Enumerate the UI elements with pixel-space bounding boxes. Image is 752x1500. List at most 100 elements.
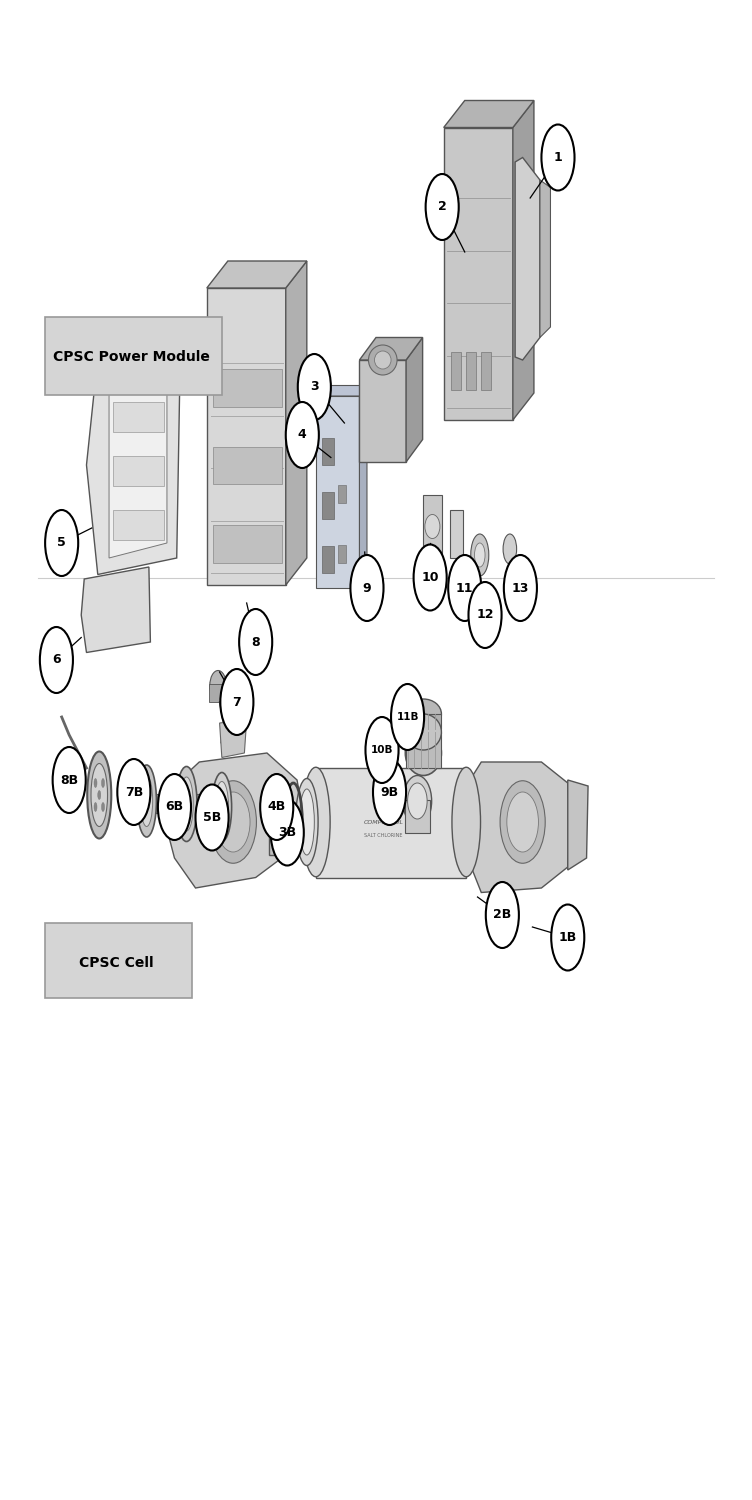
Circle shape — [414, 544, 447, 610]
Bar — [406, 714, 441, 729]
Circle shape — [541, 124, 575, 190]
Circle shape — [117, 759, 150, 825]
Ellipse shape — [503, 534, 517, 564]
Ellipse shape — [210, 780, 256, 864]
Bar — [113, 456, 164, 486]
Text: 2: 2 — [438, 201, 447, 213]
Text: 11: 11 — [456, 582, 474, 594]
Bar — [322, 438, 334, 465]
Ellipse shape — [102, 778, 105, 788]
Circle shape — [260, 774, 293, 840]
Bar — [338, 544, 346, 562]
Polygon shape — [86, 342, 180, 574]
Text: 6: 6 — [52, 654, 61, 666]
Bar — [150, 794, 217, 813]
Circle shape — [426, 174, 459, 240]
Bar — [113, 402, 164, 432]
Ellipse shape — [500, 780, 545, 864]
Ellipse shape — [425, 514, 440, 538]
Polygon shape — [406, 338, 423, 462]
Ellipse shape — [405, 699, 441, 729]
Bar — [269, 789, 286, 855]
Circle shape — [158, 774, 191, 840]
Bar — [209, 684, 227, 702]
Circle shape — [220, 669, 253, 735]
Bar — [213, 369, 282, 407]
Circle shape — [53, 747, 86, 813]
Polygon shape — [568, 780, 588, 870]
Polygon shape — [359, 360, 406, 462]
Polygon shape — [316, 396, 359, 588]
Text: 8B: 8B — [60, 774, 78, 786]
Text: 2B: 2B — [493, 909, 511, 921]
Ellipse shape — [98, 790, 101, 800]
Polygon shape — [220, 720, 247, 758]
Text: 6B: 6B — [165, 801, 183, 813]
Ellipse shape — [94, 802, 97, 812]
Text: 7B: 7B — [125, 786, 143, 798]
Polygon shape — [81, 567, 150, 652]
Text: 5: 5 — [57, 537, 66, 549]
Ellipse shape — [217, 792, 250, 852]
Polygon shape — [444, 128, 513, 420]
Text: CPSC Cell: CPSC Cell — [79, 956, 154, 970]
Circle shape — [468, 582, 502, 648]
Circle shape — [373, 759, 406, 825]
Bar — [451, 352, 461, 390]
Polygon shape — [207, 288, 286, 585]
Ellipse shape — [210, 670, 226, 700]
Ellipse shape — [180, 777, 193, 831]
Text: 1: 1 — [553, 152, 562, 164]
Ellipse shape — [176, 766, 197, 842]
Ellipse shape — [299, 789, 314, 855]
Ellipse shape — [141, 776, 153, 826]
Text: COMPUPOOL: COMPUPOOL — [363, 819, 404, 825]
Bar — [423, 495, 442, 558]
Circle shape — [286, 402, 319, 468]
Circle shape — [196, 784, 229, 850]
Ellipse shape — [302, 768, 330, 876]
Text: 9B: 9B — [381, 786, 399, 798]
Circle shape — [486, 882, 519, 948]
Bar — [213, 525, 282, 562]
Text: 12: 12 — [476, 609, 494, 621]
Circle shape — [551, 904, 584, 970]
FancyBboxPatch shape — [45, 922, 192, 998]
Circle shape — [271, 800, 304, 865]
Text: 1B: 1B — [559, 932, 577, 944]
Circle shape — [40, 627, 73, 693]
Polygon shape — [444, 100, 534, 128]
Circle shape — [448, 555, 481, 621]
Bar — [338, 484, 346, 502]
Bar — [450, 510, 463, 558]
Text: 11B: 11B — [396, 712, 419, 722]
Text: 13: 13 — [511, 582, 529, 594]
Text: 4B: 4B — [268, 801, 286, 813]
FancyBboxPatch shape — [45, 316, 222, 394]
Ellipse shape — [215, 782, 229, 832]
Polygon shape — [207, 261, 307, 288]
Polygon shape — [468, 762, 570, 892]
Polygon shape — [316, 768, 466, 877]
Text: 10B: 10B — [371, 746, 393, 754]
Text: 5B: 5B — [203, 812, 221, 824]
Text: 9: 9 — [362, 582, 371, 594]
Polygon shape — [286, 261, 307, 585]
Circle shape — [391, 684, 424, 750]
Polygon shape — [109, 357, 167, 558]
Ellipse shape — [405, 730, 441, 776]
Ellipse shape — [87, 752, 111, 839]
Ellipse shape — [374, 351, 391, 369]
Polygon shape — [406, 732, 441, 768]
Text: 10: 10 — [421, 572, 439, 584]
Polygon shape — [359, 386, 367, 588]
Polygon shape — [164, 753, 305, 888]
Circle shape — [45, 510, 78, 576]
Polygon shape — [316, 386, 367, 396]
Ellipse shape — [403, 776, 432, 826]
Bar — [466, 352, 476, 390]
Ellipse shape — [212, 772, 232, 842]
Circle shape — [239, 609, 272, 675]
Ellipse shape — [452, 768, 481, 876]
Ellipse shape — [475, 543, 485, 567]
